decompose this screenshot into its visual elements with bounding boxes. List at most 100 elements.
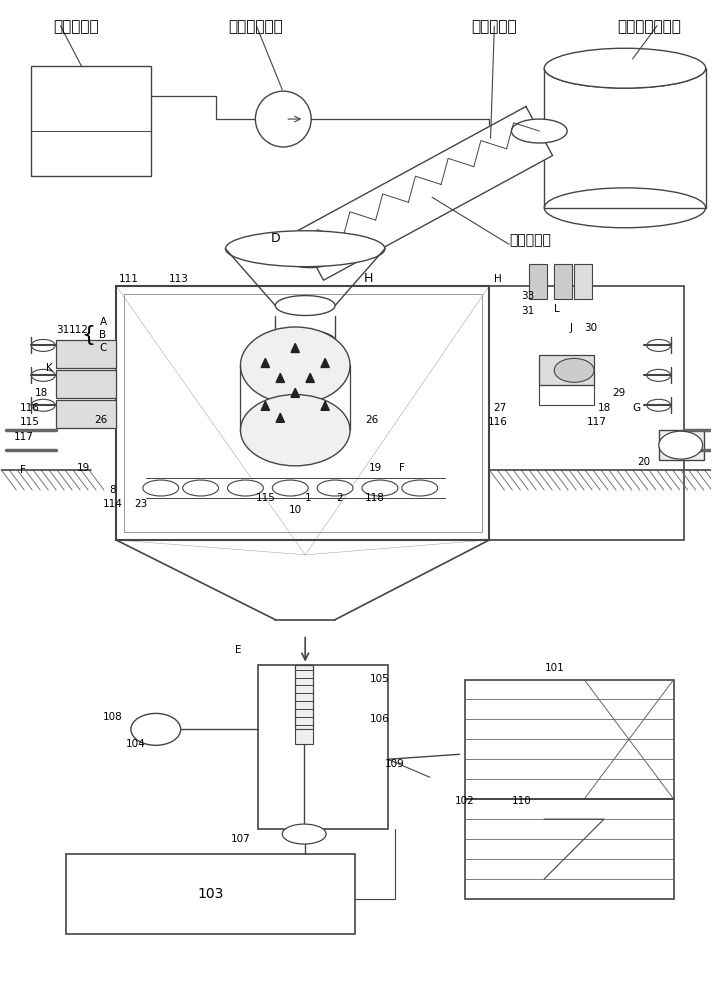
Text: J: J <box>570 323 572 333</box>
Text: 23: 23 <box>135 499 147 509</box>
Text: 110: 110 <box>511 796 531 806</box>
Ellipse shape <box>228 480 263 496</box>
Text: 煎粉灸原料储筱: 煎粉灸原料储筱 <box>617 19 681 34</box>
Bar <box>464 680 674 799</box>
Text: 19: 19 <box>76 463 90 473</box>
Text: 处理液储筱: 处理液储筱 <box>53 19 99 34</box>
Bar <box>489 286 684 540</box>
Text: 118: 118 <box>365 493 385 503</box>
Ellipse shape <box>647 339 671 351</box>
Text: 30: 30 <box>585 323 597 333</box>
Text: 111: 111 <box>119 274 139 284</box>
Text: 115: 115 <box>19 417 39 427</box>
Bar <box>31 66 151 176</box>
Ellipse shape <box>647 399 671 411</box>
Ellipse shape <box>544 48 706 88</box>
Text: 27: 27 <box>493 403 506 413</box>
Text: 26: 26 <box>365 415 379 425</box>
Ellipse shape <box>282 824 326 844</box>
Polygon shape <box>321 358 330 367</box>
Text: 103: 103 <box>197 887 224 901</box>
Bar <box>56 370 116 398</box>
Text: 107: 107 <box>231 834 251 844</box>
Text: 109: 109 <box>385 759 404 769</box>
Ellipse shape <box>31 339 55 351</box>
Text: 116: 116 <box>19 403 39 413</box>
Text: 1: 1 <box>305 493 311 503</box>
Polygon shape <box>276 373 285 382</box>
Text: K: K <box>46 363 53 373</box>
Ellipse shape <box>131 713 181 745</box>
Bar <box>539 355 594 385</box>
Text: 117: 117 <box>14 432 33 442</box>
Text: F: F <box>399 463 404 473</box>
Text: 31: 31 <box>520 306 534 316</box>
Polygon shape <box>261 401 270 410</box>
Ellipse shape <box>31 399 55 411</box>
Ellipse shape <box>276 296 335 316</box>
Text: 102: 102 <box>455 796 474 806</box>
Ellipse shape <box>659 431 703 459</box>
Text: 处理液输送泵: 处理液输送泵 <box>228 19 283 34</box>
Polygon shape <box>261 358 270 367</box>
Text: D: D <box>271 232 280 245</box>
Ellipse shape <box>241 395 350 466</box>
Polygon shape <box>306 373 315 382</box>
Ellipse shape <box>226 231 385 267</box>
Ellipse shape <box>402 480 438 496</box>
Ellipse shape <box>183 480 219 496</box>
Text: E: E <box>235 645 241 655</box>
Bar <box>554 264 572 299</box>
Ellipse shape <box>31 369 55 381</box>
Bar <box>66 854 355 934</box>
Text: 114: 114 <box>103 499 123 509</box>
Bar <box>116 286 489 540</box>
Text: 31: 31 <box>56 325 70 335</box>
Text: 18: 18 <box>35 388 48 398</box>
Ellipse shape <box>276 330 335 350</box>
Text: H: H <box>493 274 501 284</box>
Text: 105: 105 <box>370 674 389 684</box>
Text: A: A <box>100 317 107 327</box>
Text: 绞龙输送机: 绞龙输送机 <box>509 233 551 247</box>
Ellipse shape <box>272 480 308 496</box>
Text: {: { <box>81 325 95 345</box>
Bar <box>295 665 313 744</box>
Text: L: L <box>555 304 560 314</box>
Text: 113: 113 <box>169 274 189 284</box>
Text: 处理液喷嘴: 处理液喷嘴 <box>471 19 518 34</box>
Bar <box>258 665 388 829</box>
Text: 104: 104 <box>126 739 146 749</box>
Text: C: C <box>99 343 107 353</box>
Bar <box>295 665 313 729</box>
Ellipse shape <box>554 358 594 382</box>
Text: 29: 29 <box>612 388 626 398</box>
Ellipse shape <box>143 480 179 496</box>
Polygon shape <box>276 413 285 422</box>
Text: 10: 10 <box>288 505 302 515</box>
Text: 18: 18 <box>597 403 611 413</box>
Bar <box>659 430 703 460</box>
Text: 112: 112 <box>69 325 89 335</box>
Bar <box>574 264 592 299</box>
Text: 20: 20 <box>637 457 651 467</box>
Text: 116: 116 <box>488 417 508 427</box>
Polygon shape <box>291 343 300 353</box>
Bar <box>539 385 594 405</box>
Ellipse shape <box>317 480 353 496</box>
Bar <box>483 134 498 149</box>
Bar <box>56 400 116 428</box>
Bar <box>529 264 548 299</box>
Ellipse shape <box>241 327 350 404</box>
Text: 19: 19 <box>370 463 382 473</box>
Bar <box>56 340 116 368</box>
Polygon shape <box>291 388 300 397</box>
Text: G: G <box>633 403 641 413</box>
Text: 26: 26 <box>95 415 108 425</box>
Text: 33: 33 <box>520 291 534 301</box>
Ellipse shape <box>282 244 338 268</box>
Bar <box>544 68 706 208</box>
Ellipse shape <box>511 119 567 143</box>
Polygon shape <box>321 401 330 410</box>
Text: 2: 2 <box>337 493 343 503</box>
